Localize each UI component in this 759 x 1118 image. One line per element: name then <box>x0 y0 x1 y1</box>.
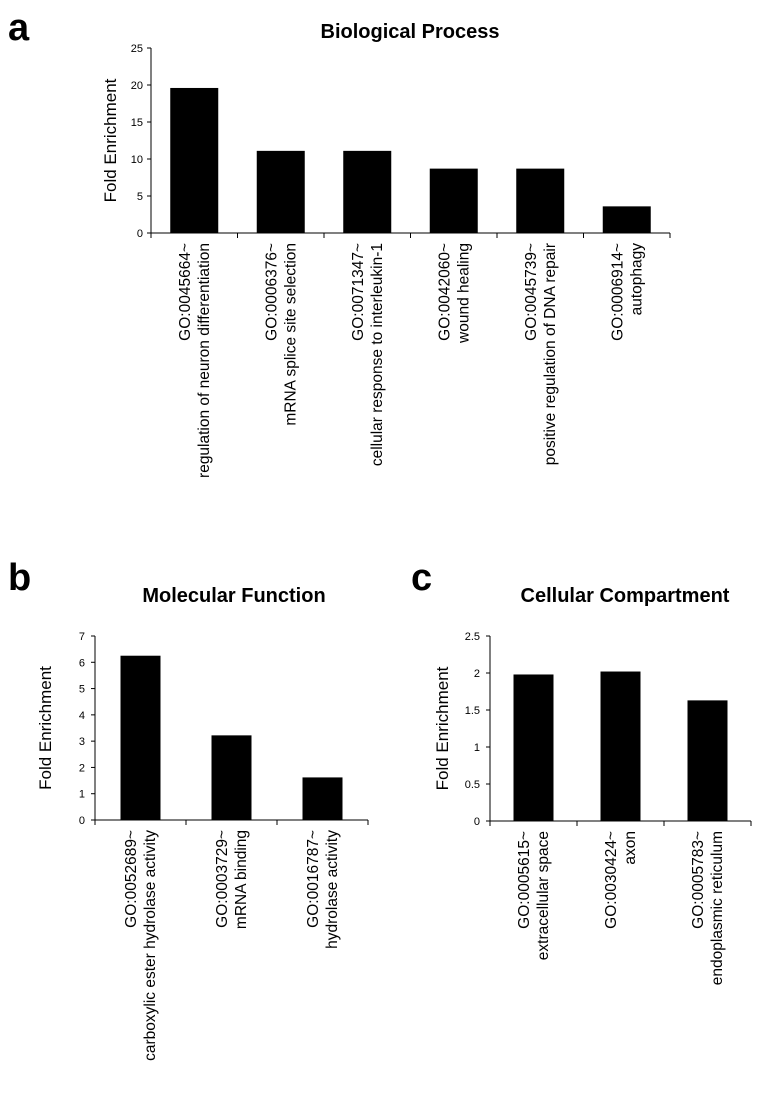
bar <box>600 671 641 821</box>
y-axis-label: Fold Enrichment <box>433 666 452 790</box>
panel-letter-b: b <box>8 557 31 599</box>
x-tick-label: wound healing <box>455 243 472 344</box>
x-tick-label: mRNA splice site selection <box>282 243 299 426</box>
y-tick-label: 5 <box>137 191 143 203</box>
x-tick-label: endoplasmic reticulum <box>709 831 726 985</box>
x-tick-label: GO:0052689~ <box>123 830 140 928</box>
y-axis-label: Fold Enrichment <box>101 78 120 202</box>
x-tick-label: GO:0030424~ <box>603 831 620 929</box>
bar <box>302 777 343 820</box>
y-tick-label: 0 <box>137 228 143 240</box>
x-tick-label: GO:0006376~ <box>263 243 280 341</box>
x-tick-label: GO:0006914~ <box>609 243 626 341</box>
y-tick-label: 4 <box>79 710 85 722</box>
y-tick-label: 1.5 <box>465 705 480 717</box>
x-tick-label: GO:0005783~ <box>690 831 707 929</box>
x-tick-label: mRNA binding <box>233 830 250 929</box>
bar <box>343 150 392 233</box>
y-tick-label: 7 <box>79 631 85 643</box>
chart-molecular-function: Molecular Function Fold Enrichment 0 1 2 3 4 5 6… <box>36 585 369 1061</box>
bar <box>687 700 728 821</box>
panel-a: a Biological Process Fold Enrichment 0 5 10 1… <box>8 7 671 478</box>
y-tick-label: 20 <box>131 80 143 92</box>
x-tick-label: GO:0045739~ <box>523 243 540 341</box>
y-tick-label: 0 <box>474 816 480 828</box>
x-tick-label: autophagy <box>628 243 645 316</box>
x-tick-label: extracellular space <box>535 831 552 960</box>
x-tick-label: GO:0016787~ <box>305 830 322 928</box>
x-tick-label: carboxylic ester hydrolase activity <box>142 830 159 1061</box>
y-tick-label: 2 <box>474 668 480 680</box>
bar <box>211 735 252 820</box>
y-tick-label: 3 <box>79 736 85 748</box>
y-tick-label: 6 <box>79 657 85 669</box>
y-tick-label: 1 <box>474 742 480 754</box>
chart-title: Molecular Function <box>142 585 325 607</box>
y-tick-label: 0.5 <box>465 779 480 791</box>
x-tick-label: GO:0005615~ <box>516 831 533 929</box>
y-tick-label: 2 <box>79 762 85 774</box>
bar <box>120 655 161 820</box>
bar <box>516 168 565 233</box>
panel-letter-a: a <box>8 7 30 49</box>
x-tick-label: GO:0071347~ <box>350 243 367 341</box>
x-tick-label: cellular response to interleukin-1 <box>369 243 386 466</box>
chart-biological-process: Biological Process Fold Enrichment 0 5 10 15 2… <box>101 21 671 478</box>
bar <box>602 206 651 233</box>
chart-cellular-compartment: Cellular Compartment Fold Enrichment 0 0.5 1… <box>433 585 752 985</box>
y-tick-label: 1 <box>79 789 85 801</box>
chart-title: Biological Process <box>321 21 500 43</box>
bar <box>513 674 554 821</box>
x-tick-label: GO:0003729~ <box>214 830 231 928</box>
panel-b: b Molecular Function Fold Enrichment 0 1 2 3 4… <box>8 557 369 1061</box>
x-tick-label: positive regulation of DNA repair <box>542 243 559 465</box>
y-tick-label: 15 <box>131 117 143 129</box>
x-tick-label: GO:0045664~ <box>177 243 194 341</box>
y-tick-label: 25 <box>131 43 143 55</box>
y-tick-label: 0 <box>79 815 85 827</box>
x-tick-label: hydrolase activity <box>324 830 341 949</box>
y-tick-label: 2.5 <box>465 631 480 643</box>
bar <box>256 150 305 233</box>
bar <box>170 87 219 234</box>
x-tick-label: axon <box>622 831 639 865</box>
y-tick-label: 5 <box>79 684 85 696</box>
y-axis-label: Fold Enrichment <box>36 666 55 790</box>
y-tick-label: 10 <box>131 154 143 166</box>
bar <box>429 168 478 233</box>
panel-letter-c: c <box>411 557 432 599</box>
chart-title: Cellular Compartment <box>521 585 730 607</box>
x-tick-label: regulation of neuron differentiation <box>196 243 213 478</box>
panel-c: c Cellular Compartment Fold Enrichment 0 0.… <box>411 557 752 985</box>
x-tick-label: GO:0042060~ <box>436 243 453 341</box>
